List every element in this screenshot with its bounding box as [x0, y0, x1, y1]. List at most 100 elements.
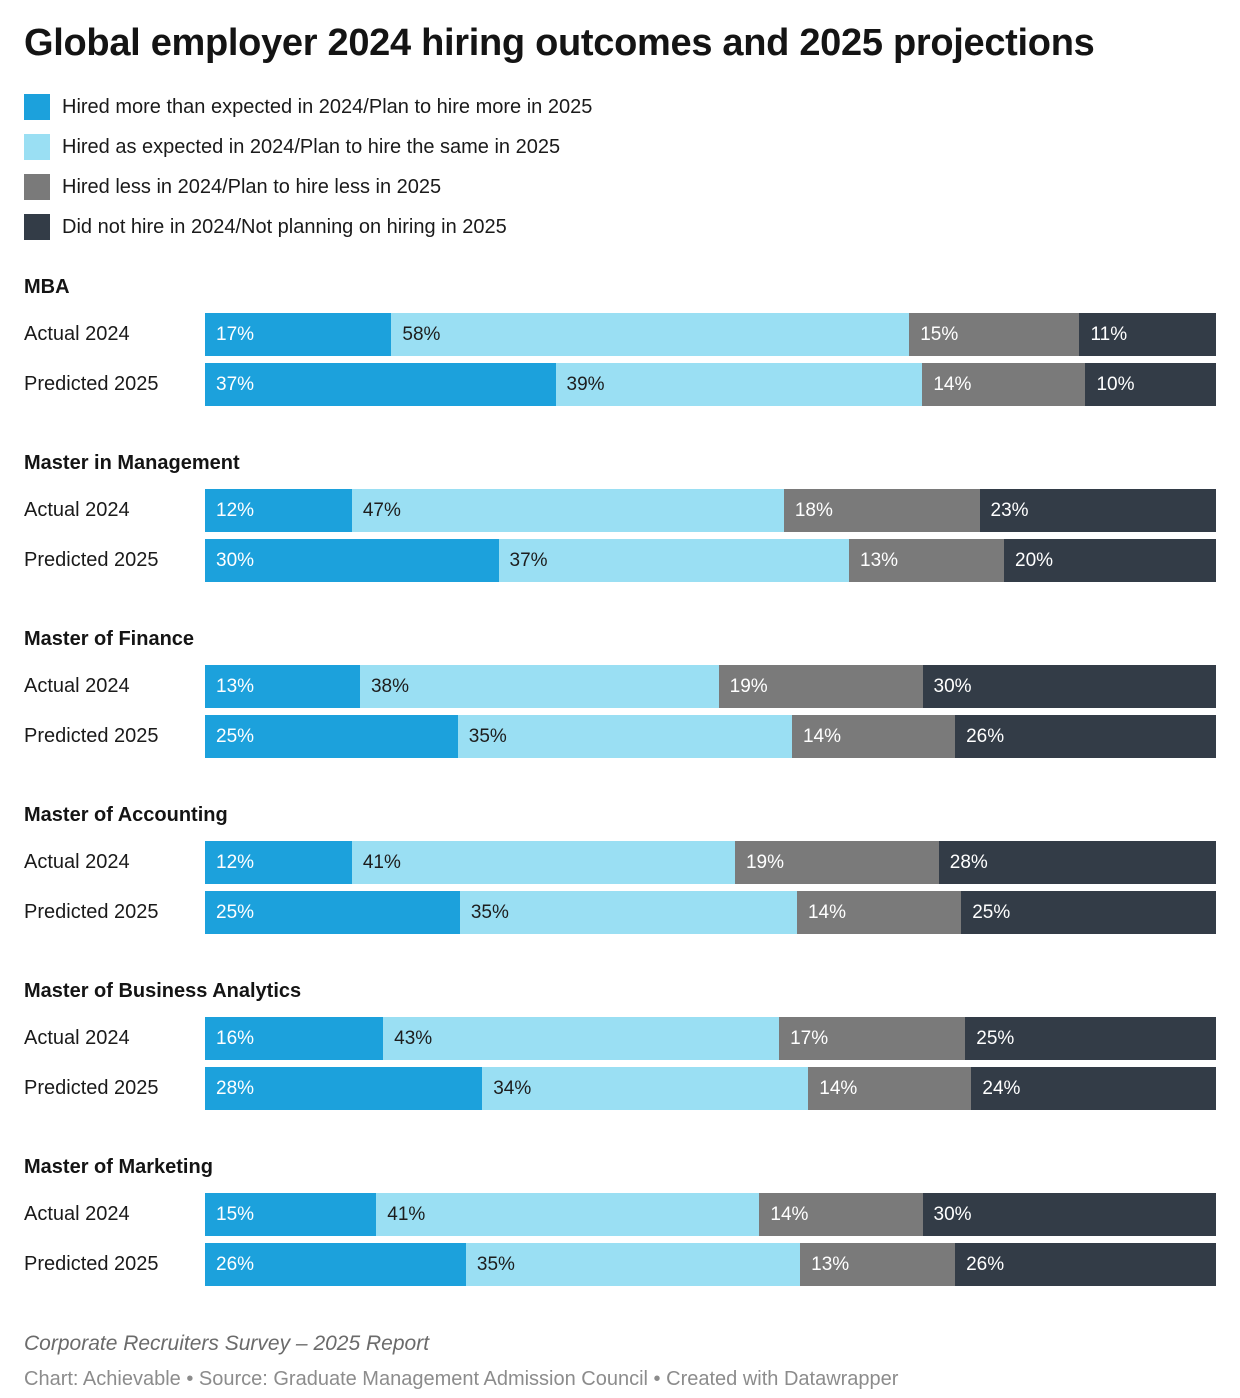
bar-row: Predicted 2025 26% 35% 13% 26%	[24, 1242, 1217, 1286]
legend-label: Hired less in 2024/Plan to hire less in …	[62, 175, 442, 198]
stacked-bar: 25% 35% 14% 25%	[205, 890, 1217, 934]
chart-section: Master of Accounting Actual 2024 12% 41% 19%…	[24, 804, 1217, 934]
row-label: Actual 2024	[24, 1202, 130, 1225]
bar-segment: 41%	[376, 1192, 760, 1236]
segment-value-label: 38%	[370, 675, 409, 697]
segment-value-label: 41%	[387, 1203, 426, 1225]
segment-value-label: 14%	[807, 901, 846, 923]
bar-segment: 26%	[955, 714, 1216, 758]
bar-segment: 38%	[359, 664, 719, 708]
legend-swatch-icon	[24, 173, 50, 200]
stacked-bar: 12% 41% 19% 28%	[205, 840, 1216, 884]
segment-value-label: 35%	[476, 1253, 515, 1275]
chart-footer: Corporate Recruiters Survey – 2025 Repor…	[24, 1332, 1216, 1391]
chart-section: Master of Business Analytics Actual 2024 1…	[24, 980, 1216, 1110]
bar-segment: 12%	[205, 488, 352, 532]
chart-section: Master of Finance Actual 2024 13% 38% 19% 30%…	[24, 627, 1217, 758]
segment-value-label: 30%	[933, 675, 972, 697]
bar-segment: 18%	[783, 488, 980, 532]
bar-segment: 11%	[1079, 312, 1216, 356]
bar-segment: 14%	[922, 362, 1086, 406]
bar-segment: 15%	[205, 1192, 377, 1236]
stacked-bar: 37% 39% 14% 10%	[205, 362, 1216, 406]
page-title: Global employer 2024 hiring outcomes and…	[24, 22, 1095, 64]
segment-value-label: 25%	[976, 1027, 1015, 1049]
segment-value-label: 25%	[972, 901, 1011, 923]
footer-byline: Chart: Achievable • Source: Graduate Man…	[24, 1367, 899, 1390]
bar-row: Actual 2024 12% 41% 19% 28%	[24, 840, 1216, 884]
segment-value-label: 14%	[819, 1077, 858, 1099]
bar-segment: 24%	[971, 1066, 1216, 1110]
segment-value-label: 37%	[509, 549, 548, 571]
chart-section: Master of Marketing Actual 2024 15% 41% 14% 3…	[24, 1155, 1217, 1286]
segment-value-label: 17%	[216, 323, 255, 345]
segment-value-label: 14%	[802, 725, 842, 747]
segment-value-label: 13%	[216, 675, 255, 697]
bar-segment: 37%	[205, 362, 556, 406]
legend-item-hired-less: Hired less in 2024/Plan to hire less in …	[24, 173, 1216, 200]
segment-value-label: 16%	[216, 1027, 255, 1049]
row-label: Actual 2024	[24, 1026, 130, 1049]
stacked-bar: 30% 37% 13% 20%	[205, 538, 1216, 582]
bar-segment: 15%	[909, 312, 1080, 356]
stacked-bar: 17% 58% 15% 11%	[205, 312, 1216, 356]
legend-label: Hired as expected in 2024/Plan to hire t…	[62, 135, 561, 158]
bar-row: Actual 2024 15% 41% 14% 30%	[24, 1192, 1216, 1236]
bar-segment: 43%	[383, 1016, 780, 1060]
segment-value-label: 25%	[216, 725, 255, 747]
legend-item-hired-same: Hired as expected in 2024/Plan to hire t…	[24, 133, 1216, 160]
segment-value-label: 30%	[933, 1203, 972, 1225]
segment-value-label: 26%	[966, 1253, 1005, 1275]
bar-segment: 28%	[205, 1066, 483, 1110]
stacked-bar: 13% 38% 19% 30%	[205, 664, 1217, 708]
stacked-bar: 12% 47% 18% 23%	[205, 488, 1216, 532]
segment-value-label: 58%	[402, 323, 441, 345]
bar-segment: 14%	[796, 890, 962, 934]
bar-segment: 10%	[1085, 362, 1216, 406]
section-title: Master of Marketing	[24, 1155, 213, 1178]
segment-value-label: 39%	[566, 373, 605, 395]
bar-segment: 25%	[205, 890, 460, 934]
bar-segment: 17%	[779, 1016, 966, 1060]
bar-row: Actual 2024 12% 47% 18% 23%	[24, 488, 1216, 532]
section-title: Master in Management	[24, 451, 240, 474]
legend-swatch-icon	[24, 213, 50, 240]
row-label: Predicted 2025	[24, 1252, 159, 1275]
bar-segment: 13%	[849, 538, 1004, 582]
segment-value-label: 15%	[216, 1203, 255, 1225]
footer-source-note: Corporate Recruiters Survey – 2025 Repor…	[24, 1331, 430, 1355]
bar-segment: 35%	[457, 714, 792, 758]
legend-item-hired-more: Hired more than expected in 2024/Plan to…	[24, 93, 1216, 120]
bar-row: Predicted 2025 28% 34% 14% 24%	[24, 1066, 1216, 1110]
stacked-bar: 15% 41% 14% 30%	[205, 1192, 1216, 1236]
bar-segment: 30%	[205, 538, 499, 582]
segment-value-label: 30%	[216, 549, 255, 571]
bar-segment: 12%	[205, 840, 352, 884]
segment-value-label: 35%	[468, 725, 507, 747]
segment-value-label: 28%	[216, 1077, 255, 1099]
segment-value-label: 18%	[794, 499, 833, 521]
bar-segment: 13%	[800, 1242, 956, 1286]
segment-value-label: 13%	[860, 549, 899, 571]
segment-value-label: 47%	[362, 499, 401, 521]
segment-value-label: 34%	[493, 1077, 532, 1099]
stacked-bar: 25% 35% 14% 26%	[205, 714, 1216, 758]
row-label: Actual 2024	[24, 498, 130, 521]
row-label: Predicted 2025	[24, 900, 159, 923]
legend-swatch-icon	[24, 93, 50, 120]
section-title: Master of Business Analytics	[24, 979, 302, 1002]
segment-value-label: 26%	[966, 725, 1005, 747]
bar-segment: 39%	[555, 362, 923, 406]
row-label: Actual 2024	[24, 674, 130, 697]
stacked-bar: 26% 35% 13% 26%	[205, 1242, 1217, 1286]
stacked-bar: 16% 43% 17% 25%	[205, 1016, 1216, 1060]
bar-segment: 20%	[1004, 538, 1216, 582]
row-label: Predicted 2025	[24, 372, 159, 395]
bar-row: Predicted 2025 25% 35% 14% 26%	[24, 714, 1216, 758]
bar-row: Actual 2024 13% 38% 19% 30%	[24, 664, 1217, 708]
bar-segment: 34%	[482, 1066, 809, 1110]
section-title: Master of Finance	[24, 627, 195, 650]
bar-row: Predicted 2025 37% 39% 14% 10%	[24, 362, 1216, 406]
row-label: Actual 2024	[24, 322, 130, 345]
bar-segment: 25%	[205, 714, 458, 758]
